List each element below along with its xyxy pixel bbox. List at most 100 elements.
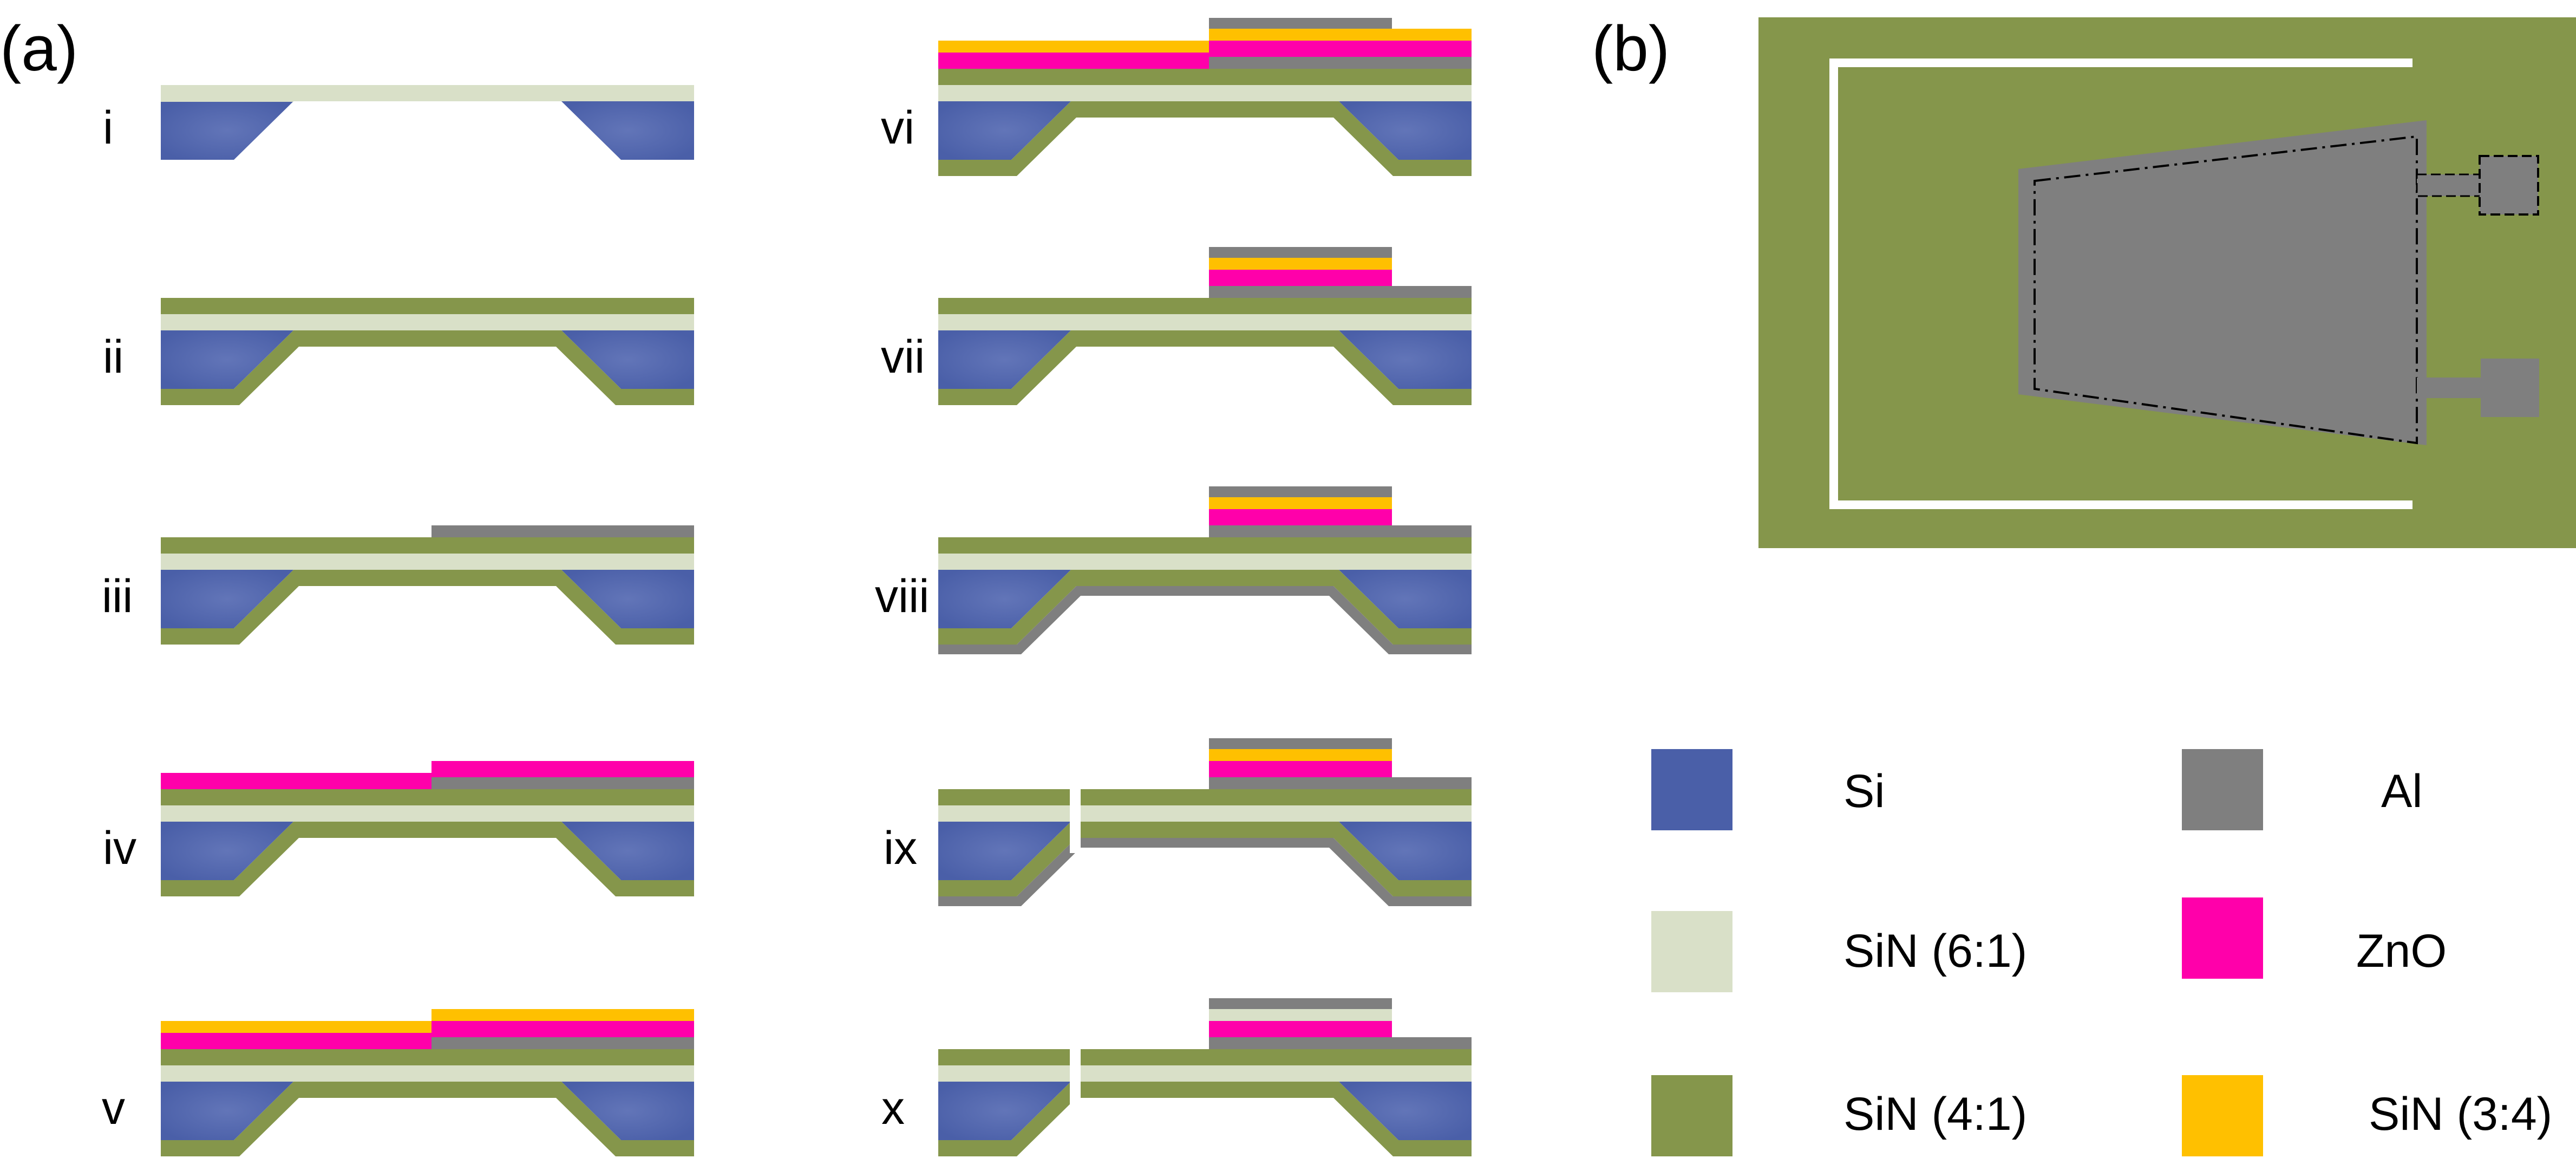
si-substrate-right xyxy=(1339,101,1472,160)
legend-swatch-al xyxy=(2182,749,2263,830)
si-substrate-right xyxy=(561,822,694,880)
si-substrate-left xyxy=(938,570,1071,628)
sin-3-4-cap-right xyxy=(431,1009,694,1021)
si-substrate-right xyxy=(1339,570,1472,628)
si-substrate-right xyxy=(561,1082,694,1140)
bottom-sin-4-1 xyxy=(161,1082,694,1156)
sin-cap-thin xyxy=(1209,1009,1392,1021)
process-step-iv: iv xyxy=(103,761,694,896)
sin-3-4-cap-left xyxy=(938,41,1209,53)
bottom-sin-4-1 xyxy=(161,330,694,405)
legend-label-sin-6-1: SiN (6:1) xyxy=(1843,925,2027,977)
step-label-ii: ii xyxy=(103,331,123,383)
sin-3-4-cap-right xyxy=(1209,29,1472,41)
top-sin-4-1 xyxy=(161,537,694,554)
bottom-al-electrode xyxy=(1209,57,1472,69)
si-substrate-left xyxy=(161,570,293,628)
sin-6-1-membrane xyxy=(161,554,694,570)
step-label-v: v xyxy=(102,1082,125,1134)
process-step-vi: vi xyxy=(881,18,1472,176)
si-substrate-left xyxy=(161,822,293,880)
bottom-al-electrode xyxy=(1209,525,1472,537)
si-substrate-left xyxy=(161,101,293,160)
legend-label-al: Al xyxy=(2381,765,2422,817)
bottom-al-layer xyxy=(938,838,1472,906)
al-membrane-electrode xyxy=(2018,120,2427,445)
legend-swatch-sin-4-1 xyxy=(1651,1075,1732,1156)
zno-layer-right xyxy=(431,761,694,777)
si-substrate-left xyxy=(161,330,293,389)
process-step-i: i xyxy=(103,85,694,160)
si-substrate-right xyxy=(561,570,694,628)
membrane-edge-outline xyxy=(2034,135,2418,445)
step-label-ix: ix xyxy=(884,822,917,874)
si-substrate-left xyxy=(938,101,1071,160)
top-lead xyxy=(2417,174,2482,196)
top-al-electrode xyxy=(1209,18,1392,29)
device-top-view xyxy=(1758,17,2576,548)
bottom-sin-4-1 xyxy=(938,101,1472,176)
sin-6-1-membrane xyxy=(161,1065,694,1082)
zno-layer-right xyxy=(1209,41,1472,57)
step-label-viii: viii xyxy=(875,570,929,622)
trench-outline xyxy=(1829,58,2412,509)
process-step-ix: ix xyxy=(884,738,1472,906)
sin-6-1-membrane xyxy=(161,314,694,330)
step-label-iv: iv xyxy=(103,822,136,874)
si-substrate-right xyxy=(561,101,694,160)
process-step-iii: iii xyxy=(102,525,694,645)
legend: Si SiN (6:1) SiN (4:1) Al ZnO SiN (3:4) xyxy=(1651,749,2552,1156)
process-step-v: v xyxy=(102,1009,694,1156)
legend-swatch-sin-3-4 xyxy=(2182,1075,2263,1156)
sin-3-4-cap xyxy=(1209,258,1392,270)
bottom-al-layer xyxy=(938,586,1472,654)
bottom-lead xyxy=(2417,378,2485,398)
process-step-x: x xyxy=(881,998,1472,1156)
top-al-electrode xyxy=(1209,247,1392,258)
top-sin-4-1 xyxy=(938,298,1472,314)
bottom-al-electrode xyxy=(431,1037,694,1049)
process-step-viii: viii xyxy=(875,486,1472,654)
step-label-vi: vi xyxy=(881,102,914,154)
bottom-al-electrode xyxy=(1209,1037,1472,1049)
top-sin-4-1 xyxy=(161,298,694,314)
legend-label-sin-4-1: SiN (4:1) xyxy=(1843,1088,2027,1140)
si-substrate-left xyxy=(938,822,1071,880)
step-label-i: i xyxy=(103,102,113,154)
si-substrate-right xyxy=(561,330,694,389)
top-sin-4-1 xyxy=(161,789,694,805)
release-trench xyxy=(1070,788,1081,853)
top-al-electrode xyxy=(1209,738,1392,749)
legend-swatch-zno xyxy=(2182,897,2263,979)
sin-6-1-membrane xyxy=(938,805,1472,822)
si-substrate-right xyxy=(1339,822,1472,880)
step-label-x: x xyxy=(881,1082,905,1134)
sin-6-1-edge xyxy=(161,101,293,102)
legend-swatch-sin-6-1 xyxy=(1651,911,1732,992)
bottom-bond-pad xyxy=(2481,359,2539,417)
top-al-electrode xyxy=(1209,998,1392,1009)
top-sin-4-1 xyxy=(938,69,1472,85)
legend-swatch-si xyxy=(1651,749,1732,830)
top-sin-4-1 xyxy=(938,789,1472,805)
zno-layer-right xyxy=(431,1021,694,1037)
process-step-vii: vii xyxy=(881,247,1472,405)
zno-layer xyxy=(1209,509,1392,525)
sin-6-1-membrane xyxy=(938,85,1472,101)
bottom-sin-4-1 xyxy=(161,570,694,645)
top-al-electrode xyxy=(1209,486,1392,497)
release-trench xyxy=(1070,1048,1081,1113)
legend-label-zno: ZnO xyxy=(2356,925,2447,977)
zno-layer-left xyxy=(161,773,431,789)
legend-label-si: Si xyxy=(1843,765,1885,817)
sin-6-1-membrane xyxy=(938,1065,1472,1082)
zno-layer-left xyxy=(938,53,1209,69)
top-bond-pad xyxy=(2479,155,2539,216)
bottom-al-electrode xyxy=(1209,286,1472,298)
bottom-sin-4-1 xyxy=(938,330,1472,405)
step-label-iii: iii xyxy=(102,570,133,622)
sin-6-1-membrane xyxy=(938,554,1472,570)
si-substrate-right xyxy=(1339,1082,1472,1140)
